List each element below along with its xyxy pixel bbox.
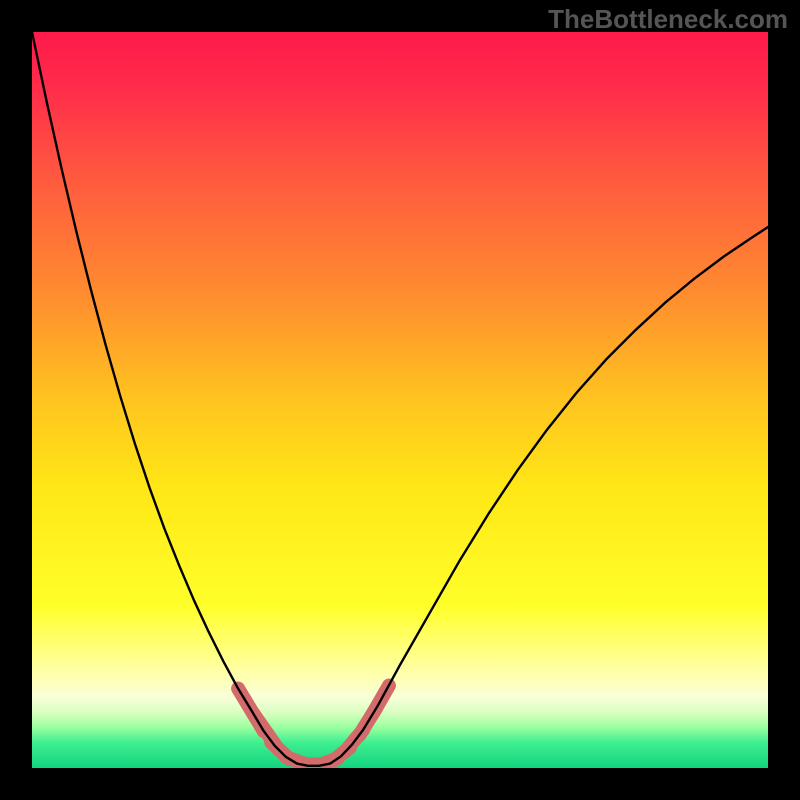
chart-svg	[32, 32, 768, 768]
chart-background	[32, 32, 768, 768]
chart-frame	[32, 32, 768, 768]
watermark-text: TheBottleneck.com	[548, 4, 788, 35]
